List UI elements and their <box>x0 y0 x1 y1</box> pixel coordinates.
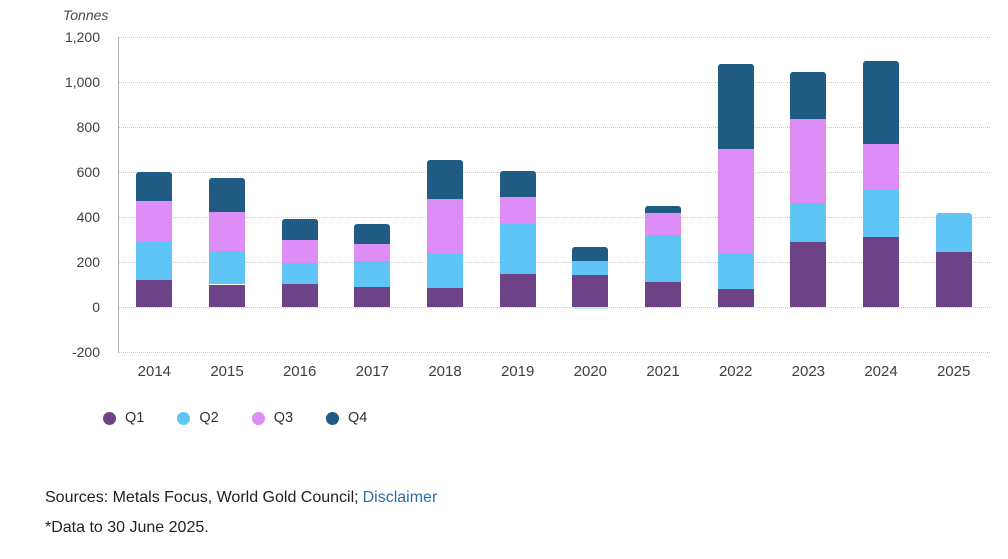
legend-item-Q4[interactable]: Q4 <box>326 410 367 426</box>
bar-segment-2019-Q2[interactable] <box>499 223 536 275</box>
bar-segment-2022-Q1[interactable] <box>717 288 754 307</box>
y-axis-tick-label: 0 <box>92 299 100 315</box>
bar-segment-2021-Q4[interactable] <box>645 206 681 214</box>
legend-dot-Q1 <box>103 411 116 425</box>
bar-segment-2019-Q1[interactable] <box>499 274 536 307</box>
bar-segment-2017-Q3[interactable] <box>354 244 391 262</box>
bar-segment-2016-Q3[interactable] <box>281 240 318 263</box>
bar-segment-2020-Q2[interactable] <box>572 260 609 276</box>
bar-segment-2024-Q3[interactable] <box>863 143 899 190</box>
gridline <box>118 127 990 128</box>
x-axis-label-2025: 2025 <box>936 363 971 380</box>
gridline <box>118 307 990 308</box>
bar-segment-2023-Q2[interactable] <box>790 202 827 243</box>
bar-segment-2014-Q3[interactable] <box>136 201 173 242</box>
plot-area: 1,200 1,000 800 600 400 200 0 -200 2014 2015 2016 2… <box>64 29 990 380</box>
bar-segment-2022-Q4[interactable] <box>717 63 754 150</box>
bar-segment-2025-Q2[interactable] <box>935 213 972 253</box>
legend-label: Q1 <box>125 410 145 426</box>
bar-segment-2024-Q2[interactable] <box>863 189 899 238</box>
gridline <box>118 37 990 38</box>
bar-segment-2019-Q4[interactable] <box>499 170 536 198</box>
bar-segment-2025-Q1[interactable] <box>935 252 972 307</box>
bar-segment-2019-Q3[interactable] <box>499 197 536 224</box>
legend-dot-Q4 <box>326 411 340 425</box>
y-axis-tick-label: 200 <box>76 254 100 270</box>
legend-item-Q2[interactable]: Q2 <box>177 410 219 426</box>
bar-segment-2021-Q3[interactable] <box>645 213 681 235</box>
sources-line: Sources: Metals Focus, World Gold Counci… <box>45 483 437 513</box>
bar-segment-2023-Q1[interactable] <box>790 242 827 307</box>
bar-segment-2017-Q4[interactable] <box>354 223 391 245</box>
chart-legend: Q1 Q2 Q3 Q4 <box>103 410 367 426</box>
gridline <box>118 82 990 83</box>
y-axis-tick-label: 800 <box>76 119 100 135</box>
bar-segment-2022-Q3[interactable] <box>717 149 754 253</box>
bar-segment-2018-Q1[interactable] <box>427 287 463 307</box>
chart-footer: Sources: Metals Focus, World Gold Counci… <box>45 483 437 543</box>
bar-segment-2015-Q3[interactable] <box>209 212 245 252</box>
footnote: *Data to 30 June 2025. <box>45 519 209 536</box>
x-axis-label-2018: 2018 <box>428 363 462 380</box>
x-axis-label-2021: 2021 <box>646 363 680 380</box>
legend-label: Q3 <box>273 410 294 426</box>
bar-segment-2020-Q1[interactable] <box>572 275 609 307</box>
x-axis-label-2020: 2020 <box>573 363 608 380</box>
legend-dot-Q3 <box>251 411 265 425</box>
y-axis-unit-label: Tonnes <box>63 7 109 23</box>
bar-segment-2017-Q1[interactable] <box>354 286 391 307</box>
gridline <box>118 217 990 218</box>
y-axis-line <box>118 37 119 352</box>
bar-segment-2017-Q2[interactable] <box>354 261 391 287</box>
disclaimer-link[interactable]: Disclaimer <box>362 489 438 506</box>
gridline <box>118 172 990 173</box>
bar-segment-2014-Q4[interactable] <box>136 172 173 202</box>
gridline <box>118 262 990 263</box>
bar-segment-2016-Q2[interactable] <box>281 262 318 284</box>
legend-label: Q2 <box>199 410 219 426</box>
x-axis-label-2015: 2015 <box>210 363 244 380</box>
y-axis-tick-label: 1,000 <box>64 74 100 90</box>
gridline <box>118 352 990 353</box>
bar-segment-2016-Q1[interactable] <box>281 283 318 307</box>
sources-text: Sources: Metals Focus, World Gold Counci… <box>45 489 359 506</box>
legend-item-Q1[interactable]: Q1 <box>103 410 144 426</box>
y-axis-tick-label: 600 <box>76 164 100 180</box>
bar-segment-2022-Q2[interactable] <box>717 252 754 289</box>
x-axis-label-2023: 2023 <box>791 363 826 380</box>
bar-segment-2024-Q4[interactable] <box>863 60 899 144</box>
legend-item-Q3[interactable]: Q3 <box>251 410 294 426</box>
bar-segment-2024-Q1[interactable] <box>863 237 899 307</box>
x-axis-label-2024: 2024 <box>864 363 898 380</box>
bar-segment-2023-Q3[interactable] <box>790 119 827 203</box>
bar-segment-2023-Q4[interactable] <box>790 71 827 120</box>
bar-segment-2021-Q1[interactable] <box>645 282 681 307</box>
bar-segment-2018-Q2[interactable] <box>427 254 463 288</box>
legend-label: Q4 <box>348 410 368 426</box>
bar-segment-2015-Q2[interactable] <box>209 251 245 285</box>
y-axis-tick-label: 400 <box>76 209 100 225</box>
bar-segment-2014-Q2[interactable] <box>136 241 173 281</box>
bar-segment-2021-Q2[interactable] <box>645 234 681 283</box>
x-axis-label-2016: 2016 <box>282 363 317 380</box>
bar-segment-2015-Q1[interactable] <box>209 284 245 307</box>
bar-segment-2020-Q4[interactable] <box>572 247 609 261</box>
bar-segment-2018-Q4[interactable] <box>427 159 463 199</box>
y-axis-tick-label: 1,200 <box>64 29 100 45</box>
x-axis-label-2019: 2019 <box>500 363 535 380</box>
x-axis-label-2017: 2017 <box>355 363 390 380</box>
bar-segment-2014-Q1[interactable] <box>136 280 173 307</box>
y-axis-tick-label: -200 <box>71 344 100 360</box>
bar-segment-2016-Q4[interactable] <box>281 218 318 241</box>
bar-segment-2018-Q3[interactable] <box>427 199 463 255</box>
x-axis-label-2022: 2022 <box>718 363 753 380</box>
bar-segment-2015-Q4[interactable] <box>209 177 245 213</box>
bar-segment-2020-Q3[interactable] <box>572 307 609 310</box>
legend-dot-Q2 <box>177 411 191 425</box>
x-axis-label-2014: 2014 <box>137 363 172 380</box>
